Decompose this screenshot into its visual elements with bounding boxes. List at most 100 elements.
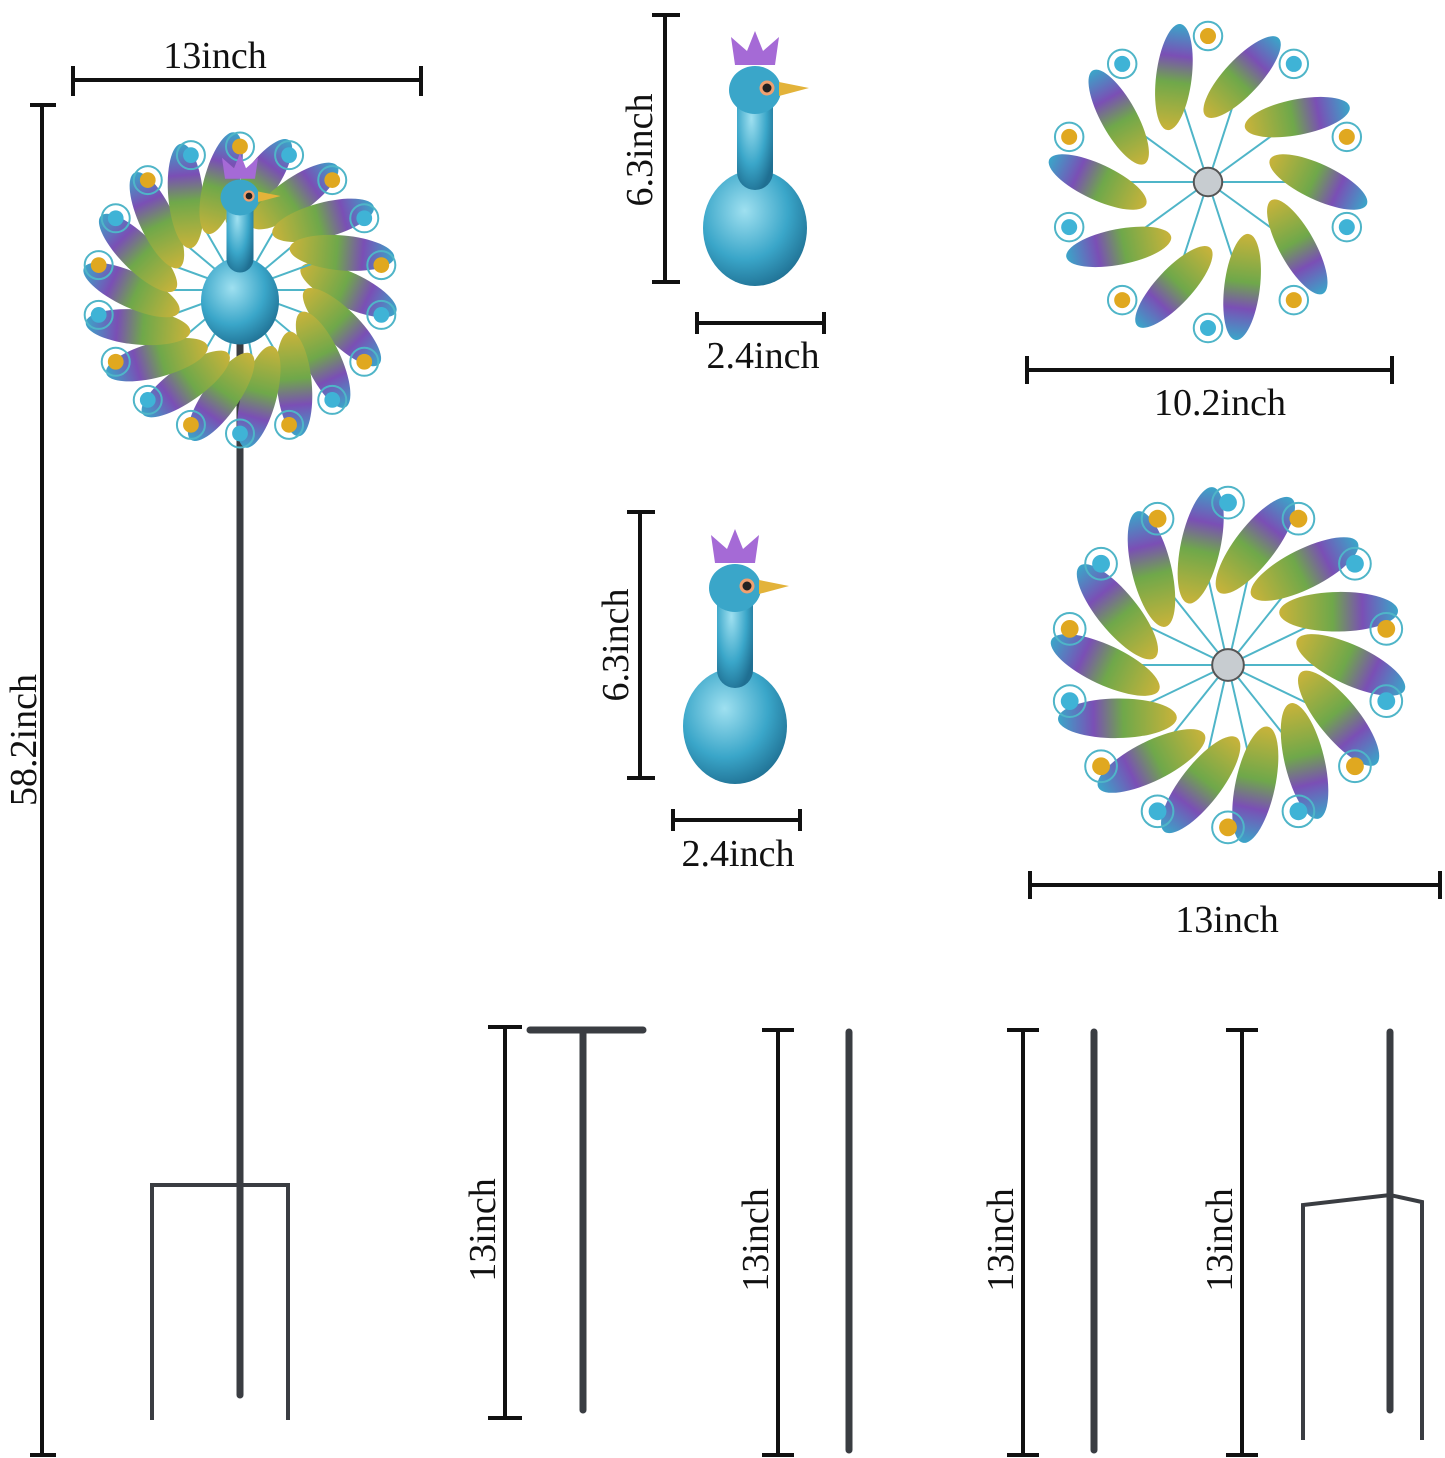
gem <box>373 257 390 273</box>
gem <box>1114 292 1131 309</box>
peacock-top <box>703 31 809 286</box>
feather <box>1269 154 1368 210</box>
wheel-swirl <box>83 299 114 330</box>
wheel-swirl <box>274 409 305 440</box>
wheel-swirl <box>1369 684 1404 718</box>
feather <box>1050 634 1160 696</box>
feather <box>1244 96 1350 138</box>
gem <box>1114 55 1131 72</box>
wheel-swirl <box>1192 20 1224 52</box>
wheel-swirl <box>175 409 206 440</box>
feather <box>1097 729 1206 793</box>
wheel-swirl <box>317 165 348 196</box>
gem <box>1148 509 1167 528</box>
feather <box>1279 591 1398 632</box>
peacock-bottom-height-label: 6.3inch <box>595 589 637 702</box>
gem <box>90 257 107 273</box>
peacock-body <box>703 170 807 286</box>
gem <box>90 307 107 323</box>
wheel-swirl <box>225 418 255 449</box>
feather <box>1177 487 1224 604</box>
small-wheel-width-label: 10.2inch <box>1154 382 1286 424</box>
feather <box>1161 736 1241 834</box>
pole-1-length-label: 13inch <box>462 1178 504 1281</box>
wheel-swirl <box>366 250 397 281</box>
wheel-swirl <box>1140 794 1175 829</box>
peacock-bottom-width-label: 2.4inch <box>682 833 795 875</box>
gem <box>356 210 373 227</box>
wheel-swirl <box>1331 211 1363 243</box>
feather <box>1215 496 1295 594</box>
peacock-head <box>729 66 781 114</box>
assembled-width-label: 13inch <box>163 35 266 77</box>
feather <box>1203 36 1281 118</box>
gem <box>107 353 124 370</box>
gem <box>139 392 156 408</box>
gem <box>1289 509 1308 528</box>
wheel-swirl <box>100 203 131 234</box>
wheel-swirl <box>1084 749 1118 784</box>
feather <box>1076 564 1159 660</box>
gem <box>373 307 390 323</box>
peacock-beak <box>258 191 281 202</box>
gem <box>1338 219 1355 236</box>
pole-3: 13inch <box>980 1028 1098 1457</box>
peacock-head <box>220 179 260 216</box>
peacock-top-width-label: 2.4inch <box>707 335 820 377</box>
wheel-swirl <box>132 384 163 415</box>
peacock-beak <box>759 580 789 594</box>
peacock-crown <box>711 529 759 563</box>
gem <box>1199 319 1217 336</box>
feather <box>272 198 375 242</box>
wheel-swirl <box>100 346 131 377</box>
gem <box>1092 554 1110 573</box>
gem <box>281 416 297 433</box>
gem <box>1346 757 1364 776</box>
gem <box>183 147 199 164</box>
wheel-swirl <box>1281 501 1316 536</box>
wheel-swirl <box>1053 121 1085 153</box>
feather <box>1296 634 1406 696</box>
feather <box>98 213 178 293</box>
gem <box>1061 219 1078 236</box>
feather <box>1058 698 1177 739</box>
wheel-swirl <box>349 203 380 234</box>
wheel-swirl <box>1338 749 1372 784</box>
peacock-head <box>709 564 761 612</box>
peacock-crown <box>731 31 779 65</box>
gem <box>1060 692 1079 711</box>
feather <box>1232 726 1279 843</box>
wheel-swirl <box>1052 684 1087 718</box>
pole-4-fork-legs <box>1301 1192 1424 1440</box>
feather <box>1280 703 1329 819</box>
wheel-swirl <box>1369 612 1404 646</box>
feather <box>1066 226 1172 268</box>
gem <box>1219 493 1237 512</box>
wheel-swirl <box>1192 312 1224 344</box>
gem <box>1338 128 1355 145</box>
gem <box>1061 128 1078 145</box>
gem <box>1289 802 1308 821</box>
feather <box>167 143 204 249</box>
wheel-swirl <box>349 346 380 377</box>
assembled-height-label: 58.2inch <box>3 674 45 806</box>
small-wheel-part: 10.2inch <box>1025 20 1394 424</box>
wheel-swirl <box>1331 121 1363 153</box>
feather <box>1127 511 1176 627</box>
pole-4-length-label: 13inch <box>1199 1188 1241 1291</box>
feather <box>1223 233 1261 341</box>
gem <box>139 172 156 188</box>
assembled-peacock <box>201 153 281 345</box>
feather <box>295 311 351 408</box>
wheel-swirl <box>1140 501 1175 536</box>
wheel-swirl <box>1084 546 1118 581</box>
pole-4-fork: 13inch <box>1199 1028 1424 1457</box>
gem <box>1199 28 1217 45</box>
wheel-swirl <box>1278 48 1310 80</box>
feather <box>1088 69 1149 165</box>
gem <box>232 138 248 155</box>
wheel-swirl <box>1053 211 1085 243</box>
feather <box>129 172 185 269</box>
assembled-pinwheel <box>83 131 397 449</box>
gem <box>232 425 248 442</box>
